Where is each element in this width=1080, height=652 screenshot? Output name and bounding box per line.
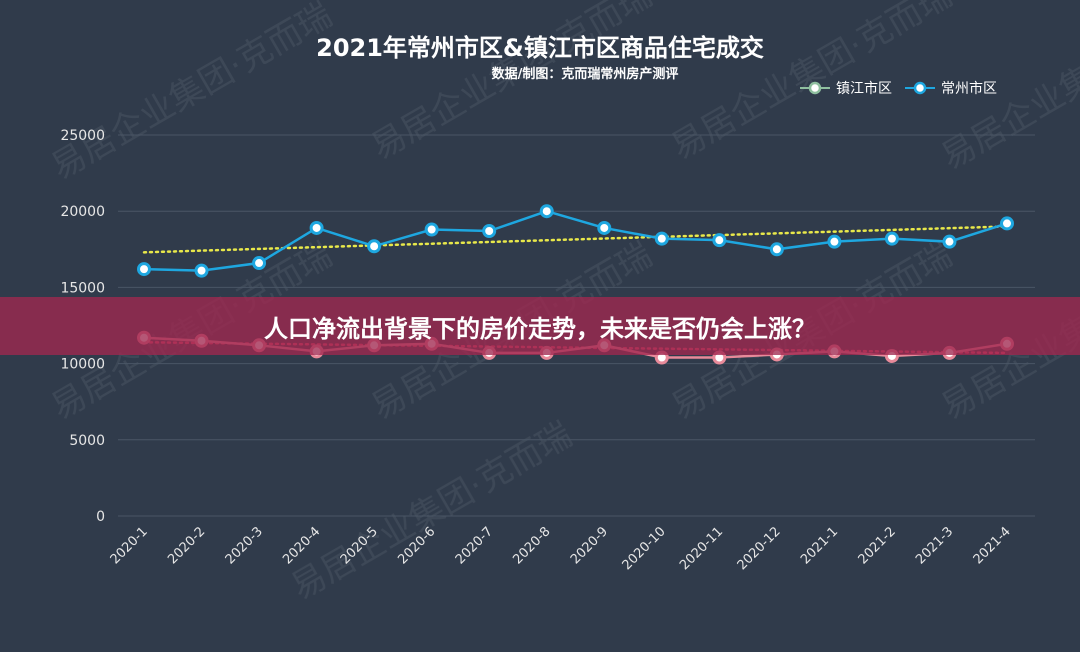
x-tick-label: 2020-11 — [677, 524, 726, 573]
y-tick-label: 5000 — [69, 433, 105, 449]
data-point-changzhou — [597, 220, 612, 235]
y-tick-label: 10000 — [60, 357, 105, 373]
data-point-changzhou — [884, 231, 899, 246]
x-tick-label: 2021-1 — [798, 524, 841, 567]
x-tick-label: 2020-3 — [223, 524, 266, 567]
data-point-changzhou — [827, 234, 842, 249]
x-tick-label: 2020-7 — [453, 524, 496, 567]
data-point-changzhou — [1000, 216, 1014, 231]
chart-title: 2021年常州市区&镇江市区商品住宅成交 — [316, 34, 764, 62]
x-tick-label: 2020-10 — [620, 524, 669, 573]
series-line-changzhou — [143, 209, 1008, 272]
data-point-changzhou — [712, 233, 727, 248]
legend-label-changzhou: 常州市区 — [941, 80, 997, 97]
x-tick-label: 2020-8 — [510, 524, 553, 567]
data-point-changzhou — [367, 239, 382, 254]
data-point-changzhou — [194, 263, 209, 278]
data-point-changzhou — [482, 224, 497, 239]
x-tick-label: 2020-1 — [108, 524, 151, 567]
x-tick-label: 2020-9 — [568, 524, 611, 567]
data-point-changzhou — [424, 222, 439, 237]
y-tick-label: 15000 — [60, 280, 105, 296]
data-point-changzhou — [309, 220, 324, 235]
trendline-changzhou — [142, 225, 1009, 254]
y-tick-label: 25000 — [60, 128, 105, 144]
data-point-changzhou — [252, 256, 267, 271]
legend-label-zhenjiang: 镇江市区 — [836, 80, 892, 97]
data-point-changzhou — [539, 204, 554, 219]
x-tick-label: 2021-3 — [913, 524, 956, 567]
watermark-text: 易居企业集团·克而瑞 — [45, 0, 339, 188]
y-tick-label: 20000 — [60, 204, 105, 220]
data-point-changzhou — [942, 234, 957, 249]
x-tick-label: 2021-2 — [856, 524, 899, 567]
y-tick-label: 0 — [96, 509, 105, 525]
data-point-changzhou — [654, 231, 669, 246]
x-tick-label: 2020-12 — [735, 524, 784, 573]
x-tick-label: 2020-2 — [165, 524, 208, 567]
x-tick-label: 2021-4 — [971, 524, 1014, 567]
headline-banner: 人口净流出背景下的房价走势，未来是否仍会上涨？ — [0, 297, 1080, 355]
watermark-text: 易居企业集团·克而瑞 — [365, 0, 659, 168]
chart-subtitle: 数据/制图：克而瑞常州房产测评 — [492, 66, 679, 82]
data-point-changzhou — [137, 262, 151, 277]
legend-marker-changzhou — [913, 81, 927, 95]
legend-marker-zhenjiang — [808, 81, 822, 95]
watermark-text: 易居企业集团·克而瑞 — [285, 415, 579, 608]
data-point-changzhou — [769, 242, 784, 257]
